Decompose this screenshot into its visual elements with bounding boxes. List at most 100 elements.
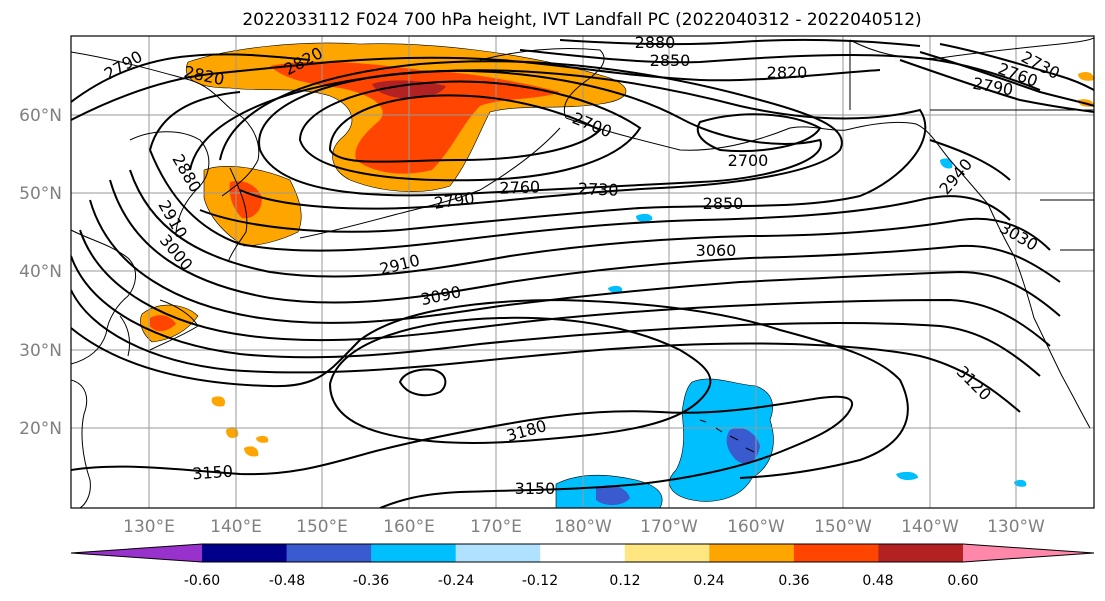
- colorbar-segment: [202, 544, 288, 562]
- coast-alaska-pan: [845, 121, 989, 205]
- contour-3000-band: [89, 199, 1061, 324]
- contour-2820-west: [71, 56, 881, 121]
- longitude-labels: 130°E 140°E 150°E 160°E 170°E 180°W 170°…: [123, 517, 1045, 537]
- ivt-neg-patch-3: [1014, 479, 1027, 487]
- contour-label: 2820: [767, 63, 808, 82]
- lon-label: 140°E: [210, 517, 262, 537]
- ivt-shade-patch-2: [211, 396, 226, 407]
- colorbar-segment: [286, 544, 372, 562]
- coast-california: [1033, 317, 1091, 429]
- contour-3090-band: [71, 289, 1021, 413]
- colorbar-segment: [793, 544, 879, 562]
- ivt-neg-south-core: [596, 485, 630, 506]
- contour-3150-south: [71, 395, 854, 508]
- colorbar-tick-label: -0.36: [353, 573, 389, 589]
- ivt-shade-patch-5: [1078, 72, 1094, 81]
- colorbar-extend-high: [963, 544, 1094, 562]
- lat-label: 30°N: [19, 341, 62, 361]
- contour-2910-band: [129, 169, 1051, 278]
- lat-label: 50°N: [19, 184, 62, 204]
- lon-label: 160°E: [383, 517, 435, 537]
- contour-2790-northeast: [899, 59, 1094, 113]
- contour-2880-band: [149, 91, 1011, 252]
- colorbar-tick-label: -0.48: [269, 573, 305, 589]
- colorbar-segment: [371, 544, 457, 562]
- ivt-shade-patch-1: [226, 427, 239, 438]
- colorbar-extend-low: [71, 544, 202, 562]
- colorbar-tick-label: 0.60: [947, 573, 978, 589]
- lon-label: 150°E: [296, 517, 348, 537]
- contour-label: 3150: [515, 479, 556, 498]
- contour-label: 2730: [578, 179, 619, 199]
- lat-label: 40°N: [19, 262, 62, 282]
- coast-china: [71, 379, 91, 508]
- contour-2730-northeast: [939, 43, 1094, 91]
- latitude-labels: 60°N 50°N 40°N 30°N 20°N: [19, 106, 62, 439]
- coast-aleutians: [299, 127, 561, 239]
- ivt-shade-kamchatka-core: [229, 180, 262, 219]
- contour-2760-northeast: [919, 51, 1094, 107]
- colorbar-tick-label: 0.12: [609, 573, 640, 589]
- colorbar-labels: -0.60 -0.48 -0.36 -0.24 -0.12 0.12 0.24 …: [184, 573, 979, 589]
- coast-hawaii: [699, 419, 755, 453]
- colorbar-tick-label: -0.60: [184, 573, 220, 589]
- contour-3180-high: [328, 316, 712, 444]
- contour-label: 2850: [650, 51, 691, 70]
- coast-alaska-south: [565, 117, 847, 151]
- colorbar-segment: [709, 544, 795, 562]
- ivt-shade-patch-3: [244, 446, 259, 457]
- ivt-neg-hawaii-core: [726, 427, 760, 464]
- contour-2730-alaska: [298, 80, 642, 182]
- coast-northamerica-interior: [849, 40, 1094, 251]
- ivt-neg-patch-2: [896, 471, 918, 481]
- contour-label: 3060: [696, 241, 737, 260]
- ivt-positive-shading: [140, 42, 1094, 457]
- contour-label: 2760: [499, 177, 540, 197]
- ivt-shade-japan-core: [150, 315, 176, 332]
- lon-label: 170°W: [640, 517, 698, 537]
- map-title: 2022033112 F024 700 hPa height, IVT Land…: [242, 10, 921, 30]
- contour-3180-inner: [398, 368, 447, 397]
- contour-low-alaska: [328, 94, 602, 163]
- ivt-neg-patch-5: [940, 158, 953, 169]
- lon-label: 170°E: [470, 517, 522, 537]
- contour-2850-north: [519, 49, 1041, 91]
- contour-2790-west: [71, 53, 311, 103]
- contour-2700-gulf: [696, 113, 822, 153]
- lon-label: 140°W: [901, 517, 959, 537]
- lon-label: 130°W: [987, 517, 1045, 537]
- contour-3120-band: [71, 298, 909, 479]
- contour-label: 2700: [728, 151, 769, 170]
- colorbar-segment: [624, 544, 710, 562]
- contour-2940-east: [929, 139, 1011, 181]
- contour-3060-band: [71, 255, 1041, 377]
- map-border: [70, 35, 1095, 509]
- lat-label: 20°N: [19, 419, 62, 439]
- lon-label: 160°W: [727, 517, 785, 537]
- colorbar-tick-label: -0.24: [438, 573, 474, 589]
- ivt-shade-patch-4: [256, 435, 269, 443]
- colorbar-tick-label: 0.48: [862, 573, 893, 589]
- contour-2850-band: [189, 69, 927, 233]
- lon-label: 180°W: [554, 517, 612, 537]
- lon-label: 150°W: [814, 517, 872, 537]
- coast-siberia: [71, 51, 260, 197]
- coast-korea: [119, 315, 131, 357]
- colorbar-tick-label: 0.36: [778, 573, 809, 589]
- contour-2880-north: [559, 38, 921, 47]
- map-panel: 2790 2820 2820 2880 2850 2820 2730 2760 …: [70, 35, 1095, 509]
- colorbar-outline: [70, 543, 1095, 563]
- lon-label: 130°E: [123, 517, 175, 537]
- coast-kamchatka: [227, 167, 248, 263]
- ivt-neg-patch-1: [636, 213, 653, 223]
- contour-2790-band: [219, 60, 843, 210]
- lat-label: 60°N: [19, 106, 62, 126]
- ivt-shade-alaska-core: [270, 61, 560, 174]
- colorbar-segment: [455, 544, 541, 562]
- colorbar-segment: [878, 544, 964, 562]
- ivt-neg-patch-4: [608, 285, 623, 293]
- height-contours: [71, 38, 1094, 508]
- contour-label: 2850: [703, 194, 744, 213]
- colorbar-segments: [71, 544, 1094, 562]
